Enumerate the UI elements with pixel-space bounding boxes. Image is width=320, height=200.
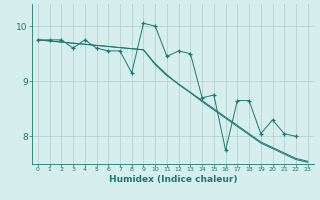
X-axis label: Humidex (Indice chaleur): Humidex (Indice chaleur) xyxy=(108,175,237,184)
